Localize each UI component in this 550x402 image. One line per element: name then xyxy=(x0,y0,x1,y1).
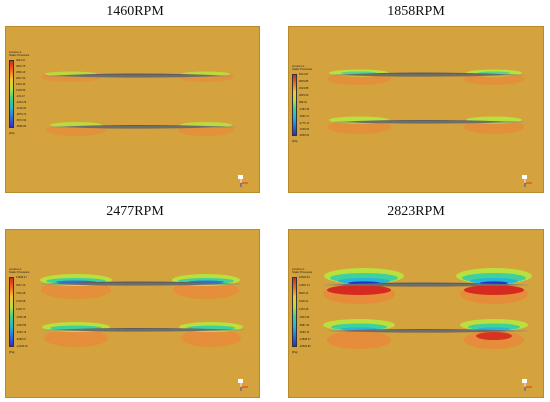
contour-plot: contour-1 Static Pressure 8414.87 6829.8… xyxy=(288,26,544,193)
legend-tick: 1924.42 xyxy=(16,83,26,86)
legend-unit: [Pa] xyxy=(9,131,15,135)
legend-colorbar xyxy=(292,74,297,136)
legend-tick: 8936.13 xyxy=(299,292,309,295)
legend-tick: -7009.54 xyxy=(299,128,310,131)
legend-tick: -4775.14 xyxy=(299,122,310,125)
color-legend: contour-1 Static Pressure 8414.87 6829.8… xyxy=(292,64,332,175)
legend-tick: 7094.48 xyxy=(16,292,26,295)
axis-triad-icon xyxy=(238,175,248,187)
panel-title: 1858RPM xyxy=(387,4,445,19)
legend-tick: 898.01 xyxy=(299,101,307,104)
legend-tick: 9267.16 xyxy=(16,284,26,287)
legend-tick: 12839.47 xyxy=(16,276,27,279)
legend-tick: 12867.41 xyxy=(299,284,310,287)
legend-tick: 3896.19 xyxy=(16,71,26,74)
panel-title: 2477RPM xyxy=(106,204,164,219)
legend-colorbar xyxy=(9,60,14,128)
legend-tick: -6180.73 xyxy=(16,331,27,334)
axis-triad-icon xyxy=(522,175,532,187)
legend-tick: 1453.35 xyxy=(299,308,309,311)
legend-title: contour-1 Static Pressure xyxy=(9,267,30,275)
legend-tick: 3702.08 xyxy=(16,300,26,303)
legend-tick: -12898.37 xyxy=(299,338,311,341)
legend-colorbar xyxy=(9,277,14,347)
legend-tick: 4643.47 xyxy=(16,59,26,62)
legend-tick: -4000.29 xyxy=(16,101,27,104)
legend-tick: -102.47 xyxy=(16,95,25,98)
legend-tick: -9058.94 xyxy=(299,134,310,137)
legend-tick: 5118.12 xyxy=(299,300,309,303)
legend-tick: 1035.89 xyxy=(16,89,26,92)
axis-triad-icon xyxy=(238,379,248,391)
color-legend: contour-1 Static Pressure 16564.81 12867… xyxy=(292,267,332,378)
legend-tick: -3879.74 xyxy=(16,113,27,116)
legend-tick: -2890.17 xyxy=(299,115,310,118)
legend-unit: [Pa] xyxy=(292,350,298,354)
legend-tick: -6586.86 xyxy=(16,125,27,128)
legend-tick: 4523.88 xyxy=(299,87,309,90)
legend-tick: 6829.86 xyxy=(299,80,309,83)
axis-triad-icon xyxy=(522,379,532,391)
legend-tick: 2833.00 xyxy=(299,94,309,97)
legend-tick: -9180.13 xyxy=(299,331,310,334)
legend-tick: -3363.59 xyxy=(16,324,27,327)
legend-tick: 16564.81 xyxy=(299,276,310,279)
contour-plot: contour-1 Static Pressure 16564.81 12867… xyxy=(288,229,544,398)
legend-tick: -5587.44 xyxy=(299,324,310,327)
legend-tick: 8414.87 xyxy=(299,73,309,76)
panel-2477rpm: 2477RPM contour-1 Static Pressure xyxy=(0,200,270,402)
legend-tick: 1293.77 xyxy=(16,308,26,311)
legend-colorbar xyxy=(292,277,297,347)
legend-unit: [Pa] xyxy=(9,350,15,354)
contour-plot: contour-1 Static Pressure 4643.47 3804.7… xyxy=(5,26,260,193)
panel-title: 1460RPM xyxy=(106,4,164,19)
legend-tick: 2827.62 xyxy=(16,77,26,80)
legend-tick: -5672.93 xyxy=(16,119,27,122)
legend-tick: 3804.75 xyxy=(16,65,26,68)
legend-title: contour-1 Static Pressure xyxy=(292,267,313,275)
legend-title: contour-1 Static Pressure xyxy=(9,50,30,58)
color-legend: contour-1 Static Pressure 12839.47 9267.… xyxy=(9,267,49,378)
pressure-contour xyxy=(323,268,532,349)
pressure-contour xyxy=(327,69,524,134)
legend-tick: -12096.40 xyxy=(16,345,28,348)
legend-tick: -1864.59 xyxy=(299,316,310,319)
legend-unit: [Pa] xyxy=(292,139,298,143)
contour-plot: contour-1 Static Pressure 12839.47 9267.… xyxy=(5,229,260,398)
legend-tick: -16509.80 xyxy=(299,345,311,348)
panel-title: 2823RPM xyxy=(387,204,445,219)
panel-2823rpm: 2823RPM xyxy=(282,200,550,402)
legend-tick: -8498.07 xyxy=(16,338,27,341)
panel-1858rpm: 1858RPM contour-1 Static Pressure 8414.8… xyxy=(282,0,550,198)
legend-tick: -1083.35 xyxy=(299,108,310,111)
legend-tick: -1050.38 xyxy=(16,316,27,319)
pressure-contour xyxy=(40,274,244,347)
panel-1460rpm: 1460RPM contour-1 Static Pressure 4643.4… xyxy=(0,0,270,198)
color-legend: contour-1 Static Pressure 4643.47 3804.7… xyxy=(9,50,49,171)
legend-tick: -3106.92 xyxy=(16,107,27,110)
pressure-contour xyxy=(41,71,236,136)
legend-title: contour-1 Static Pressure xyxy=(292,64,313,72)
